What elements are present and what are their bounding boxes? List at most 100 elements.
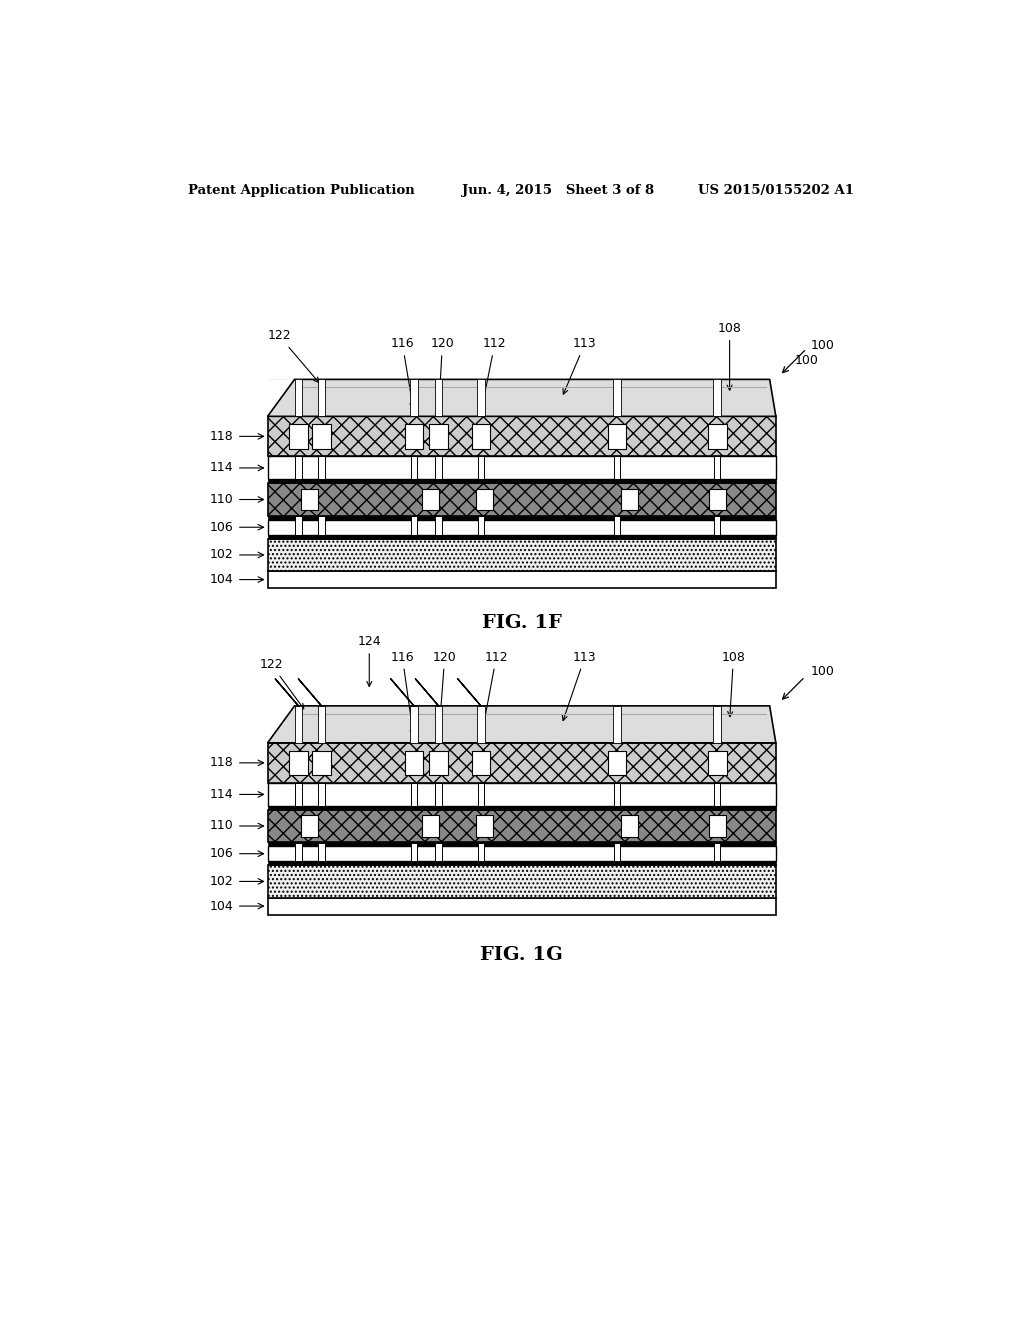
Bar: [714, 783, 720, 807]
Bar: [472, 751, 490, 775]
Text: 104: 104: [209, 573, 233, 586]
Text: FIG. 1F: FIG. 1F: [481, 614, 561, 632]
Bar: [422, 816, 439, 837]
Bar: [267, 379, 776, 416]
Text: 116: 116: [390, 651, 415, 735]
Bar: [267, 479, 776, 483]
Bar: [714, 457, 720, 479]
Bar: [472, 424, 490, 449]
Text: 100: 100: [810, 339, 835, 352]
Text: Patent Application Publication: Patent Application Publication: [188, 185, 415, 197]
Polygon shape: [770, 706, 776, 743]
Bar: [435, 379, 442, 416]
Bar: [267, 416, 776, 457]
Bar: [708, 424, 727, 449]
Bar: [614, 457, 621, 479]
Bar: [476, 488, 494, 511]
Bar: [411, 843, 417, 862]
Bar: [613, 379, 621, 416]
Bar: [295, 457, 301, 479]
Bar: [267, 810, 776, 842]
Bar: [714, 516, 720, 535]
Bar: [714, 379, 721, 416]
Bar: [267, 866, 776, 898]
Bar: [267, 783, 776, 807]
Bar: [478, 457, 484, 479]
Bar: [312, 751, 331, 775]
Text: 122: 122: [260, 659, 304, 709]
Bar: [709, 488, 726, 511]
Bar: [608, 424, 627, 449]
Bar: [435, 706, 442, 743]
Bar: [289, 751, 307, 775]
Polygon shape: [267, 379, 295, 416]
Bar: [614, 843, 621, 862]
Text: 120: 120: [430, 337, 455, 408]
Text: US 2015/0155202 A1: US 2015/0155202 A1: [698, 185, 854, 197]
Bar: [301, 816, 317, 837]
Bar: [714, 843, 720, 862]
Bar: [411, 783, 417, 807]
Text: 106: 106: [209, 847, 233, 861]
Bar: [621, 488, 638, 511]
Text: 124: 124: [357, 635, 381, 686]
Text: 108: 108: [718, 322, 741, 391]
Bar: [404, 751, 423, 775]
Text: 113: 113: [563, 337, 597, 395]
Bar: [429, 751, 447, 775]
Bar: [267, 483, 776, 516]
Bar: [318, 457, 325, 479]
Bar: [435, 843, 441, 862]
Bar: [295, 706, 302, 743]
Text: 114: 114: [209, 788, 233, 801]
Bar: [267, 862, 776, 866]
Text: 102: 102: [209, 548, 233, 561]
Bar: [267, 535, 776, 539]
Bar: [267, 846, 776, 862]
Text: 100: 100: [810, 665, 835, 678]
Bar: [422, 488, 439, 511]
Bar: [295, 516, 301, 535]
Bar: [318, 843, 325, 862]
Bar: [709, 816, 726, 837]
Bar: [478, 843, 484, 862]
Bar: [267, 898, 776, 915]
Polygon shape: [770, 379, 776, 416]
Bar: [478, 516, 484, 535]
Bar: [411, 516, 417, 535]
Bar: [435, 457, 441, 479]
Text: 113: 113: [562, 651, 597, 721]
Text: 112: 112: [480, 337, 507, 409]
Bar: [621, 816, 638, 837]
Bar: [613, 706, 621, 743]
Text: Jun. 4, 2015   Sheet 3 of 8: Jun. 4, 2015 Sheet 3 of 8: [462, 185, 653, 197]
Bar: [476, 816, 494, 837]
Bar: [411, 457, 417, 479]
Bar: [410, 379, 418, 416]
Bar: [289, 424, 307, 449]
Bar: [478, 783, 484, 807]
Text: 110: 110: [209, 820, 233, 833]
Bar: [317, 379, 326, 416]
Text: 112: 112: [480, 651, 508, 735]
Text: 116: 116: [390, 337, 415, 408]
Bar: [318, 783, 325, 807]
Bar: [708, 751, 727, 775]
Bar: [267, 706, 776, 743]
Bar: [295, 843, 301, 862]
Text: 118: 118: [209, 430, 233, 444]
Bar: [267, 516, 776, 520]
Bar: [295, 783, 301, 807]
Bar: [318, 516, 325, 535]
Bar: [614, 783, 621, 807]
Polygon shape: [267, 706, 295, 743]
Bar: [267, 457, 776, 479]
Bar: [267, 539, 776, 572]
Bar: [312, 424, 331, 449]
Bar: [317, 706, 326, 743]
Text: 110: 110: [209, 492, 233, 506]
Bar: [404, 424, 423, 449]
Text: 120: 120: [433, 651, 457, 735]
Text: 108: 108: [722, 651, 745, 717]
Bar: [429, 424, 447, 449]
